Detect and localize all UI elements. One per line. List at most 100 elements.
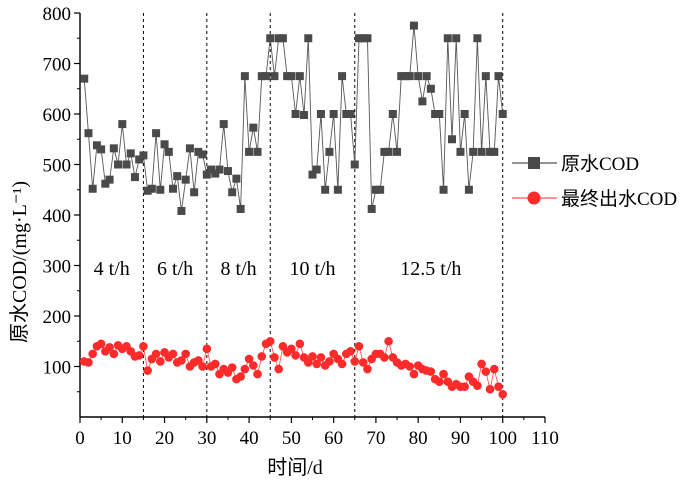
- data-point: [312, 359, 322, 369]
- data-point: [236, 372, 245, 381]
- data-point: [460, 382, 469, 392]
- data-point: [105, 343, 114, 352]
- data-point: [88, 184, 97, 193]
- x-tick-label: 90: [451, 428, 470, 449]
- x-tick-label: 0: [75, 428, 85, 449]
- data-point: [308, 352, 317, 361]
- data-point: [350, 357, 360, 366]
- data-point: [202, 344, 212, 354]
- data-point: [405, 72, 414, 81]
- data-point: [249, 361, 258, 370]
- data-point: [147, 184, 156, 193]
- x-tick-label: 40: [240, 428, 259, 449]
- x-tick-label: 80: [409, 428, 428, 449]
- data-point: [270, 353, 279, 362]
- data-point: [215, 165, 224, 174]
- data-point: [359, 34, 368, 43]
- data-point: [181, 349, 190, 359]
- data-point: [219, 120, 228, 129]
- data-point: [84, 358, 93, 367]
- region-label: 8 t/h: [220, 258, 256, 280]
- x-tick-label: 110: [531, 428, 559, 449]
- legend: 原水COD 最终出水COD: [512, 153, 677, 210]
- x-tick-label: 20: [155, 428, 174, 449]
- data-point: [494, 72, 503, 81]
- data-point: [473, 34, 482, 43]
- data-point: [249, 123, 258, 132]
- data-point: [426, 367, 436, 376]
- series-2: [79, 336, 508, 399]
- data-point: [435, 110, 444, 118]
- data-point: [244, 354, 254, 364]
- data-point: [439, 185, 448, 194]
- data-point: [409, 21, 418, 30]
- data-point: [211, 169, 220, 178]
- x-axis-ticks: 0 10 20 30 40 50 60 70 80 90 100 110: [75, 417, 559, 449]
- data-point: [291, 351, 300, 360]
- data-point: [295, 72, 304, 81]
- y-tick-label: 700: [43, 55, 72, 76]
- data-point: [139, 151, 148, 160]
- legend-marker: [528, 157, 540, 169]
- data-point: [367, 204, 376, 213]
- data-point: [207, 165, 216, 174]
- data-point: [274, 34, 283, 43]
- data-point: [418, 97, 427, 106]
- data-point: [490, 147, 499, 156]
- data-point: [265, 336, 275, 346]
- y-tick-label: 100: [43, 358, 72, 379]
- legend-item: 原水COD: [512, 153, 639, 175]
- x-tick-label: 30: [197, 428, 216, 449]
- data-point: [88, 349, 97, 359]
- x-tick-label: 70: [366, 428, 385, 449]
- data-point: [257, 352, 267, 361]
- y-tick-label: 300: [43, 257, 72, 278]
- data-point: [80, 74, 89, 83]
- data-point: [118, 120, 127, 129]
- data-point: [308, 170, 317, 179]
- data-point: [498, 110, 507, 118]
- data-point: [346, 110, 355, 118]
- data-point: [245, 147, 254, 156]
- data-point: [262, 72, 270, 81]
- data-point: [494, 382, 503, 392]
- x-tick-label: 50: [282, 428, 301, 449]
- data-point: [126, 149, 135, 158]
- series-line: [83, 25, 504, 212]
- data-point: [240, 364, 250, 374]
- data-point: [393, 147, 402, 156]
- data-point: [380, 353, 389, 362]
- data-point: [452, 34, 461, 43]
- y-axis-title: 原水COD/(mg·L⁻¹): [8, 181, 31, 343]
- data-point: [460, 110, 469, 118]
- data-point: [194, 147, 203, 156]
- y-axis-ticks: 100 200 300 400 500 600 700 800: [43, 4, 80, 393]
- data-point: [481, 367, 491, 376]
- data-point: [443, 34, 452, 43]
- data-point: [486, 147, 495, 156]
- data-point: [228, 188, 237, 197]
- data-point: [409, 369, 419, 379]
- data-point: [312, 165, 321, 174]
- data-point: [304, 34, 313, 43]
- data-point: [316, 110, 325, 118]
- data-point: [223, 167, 232, 176]
- data-point: [96, 339, 106, 349]
- legend-label: 最终出水COD: [561, 188, 677, 210]
- data-point: [92, 141, 101, 150]
- y-tick-label: 500: [43, 156, 72, 177]
- data-point: [278, 342, 288, 351]
- data-point: [325, 147, 334, 156]
- data-point: [329, 110, 338, 118]
- data-point: [333, 185, 342, 194]
- data-point: [135, 155, 144, 164]
- y-tick-label: 400: [43, 206, 72, 227]
- data-point: [287, 344, 296, 354]
- data-point: [295, 339, 305, 349]
- data-point: [84, 129, 93, 138]
- data-point: [109, 144, 118, 153]
- data-point: [303, 358, 313, 367]
- data-point: [300, 111, 309, 120]
- data-point: [270, 72, 279, 81]
- region-label: 4 t/h: [94, 258, 130, 280]
